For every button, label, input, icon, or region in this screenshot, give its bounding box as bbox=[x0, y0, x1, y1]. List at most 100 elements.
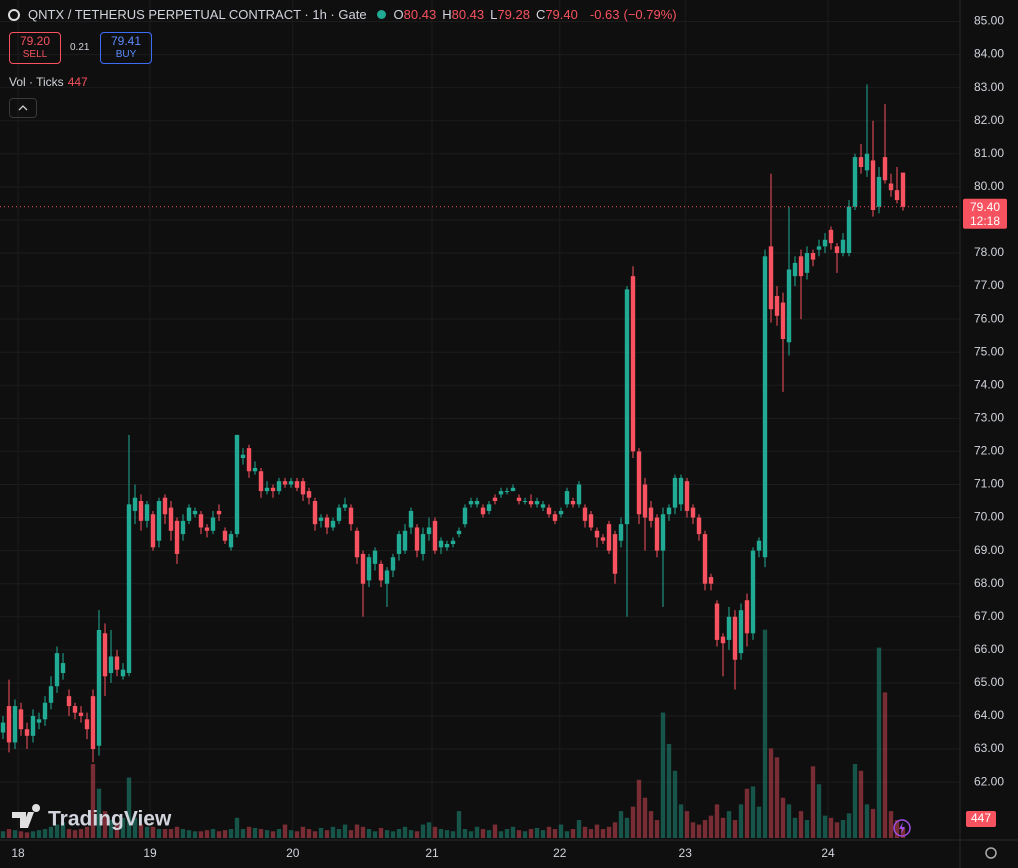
volume-bar bbox=[594, 824, 600, 838]
sell-button[interactable]: 79.20 SELL bbox=[9, 32, 61, 64]
volume-bar bbox=[546, 826, 552, 838]
x-tick-label: 23 bbox=[679, 846, 693, 860]
volume-bar bbox=[786, 804, 792, 838]
candle-body bbox=[738, 610, 744, 654]
candle-body bbox=[666, 507, 672, 515]
ohlc-key: O bbox=[393, 7, 404, 22]
volume-value: 447 bbox=[67, 75, 88, 89]
volume-bar bbox=[642, 797, 648, 838]
volume-bar bbox=[888, 811, 894, 838]
x-tick-label: 18 bbox=[11, 846, 25, 860]
volume-bar bbox=[822, 815, 828, 838]
volume-bar bbox=[216, 831, 222, 838]
volume-bar bbox=[36, 830, 42, 838]
candle-body bbox=[492, 497, 498, 502]
volume-bar bbox=[834, 822, 840, 838]
volume-bar bbox=[330, 826, 336, 838]
y-tick-label: 81.00 bbox=[974, 146, 1004, 160]
candle-body bbox=[690, 507, 696, 518]
volume-bar bbox=[228, 829, 234, 838]
collapse-button[interactable] bbox=[9, 98, 37, 118]
y-tick-label: 67.00 bbox=[974, 609, 1004, 623]
volume-bar bbox=[276, 829, 282, 838]
candle-body bbox=[516, 497, 522, 502]
candle-body bbox=[348, 507, 354, 525]
volume-bar bbox=[24, 832, 30, 838]
candle-body bbox=[846, 206, 852, 253]
candle-body bbox=[864, 153, 870, 171]
candle-body bbox=[684, 481, 690, 511]
volume-bar bbox=[750, 786, 756, 838]
candle-body bbox=[360, 553, 366, 584]
candle-body bbox=[858, 157, 864, 168]
volume-bar bbox=[900, 827, 906, 838]
volume-bar bbox=[612, 822, 618, 838]
candle-body bbox=[480, 507, 486, 515]
candle-body bbox=[594, 530, 600, 538]
candle-body bbox=[600, 537, 606, 541]
volume-bar bbox=[204, 830, 210, 838]
candle-body bbox=[774, 295, 780, 316]
grid bbox=[0, 0, 960, 840]
y-tick-label: 75.00 bbox=[974, 344, 1004, 358]
alert-icon[interactable] bbox=[893, 819, 911, 837]
volume-last-label: 447 bbox=[971, 811, 991, 825]
candle-body bbox=[558, 510, 564, 515]
y-tick-label: 68.00 bbox=[974, 576, 1004, 590]
candle-body bbox=[222, 530, 228, 541]
chevron bbox=[18, 105, 28, 111]
volume-bar bbox=[144, 826, 150, 838]
ohlc-value: 79.40 bbox=[545, 7, 578, 22]
candle-body bbox=[510, 487, 516, 492]
candle-body bbox=[384, 570, 390, 584]
candle-body bbox=[18, 709, 24, 730]
volume-bar bbox=[384, 830, 390, 838]
volume-bar bbox=[252, 827, 258, 838]
candle-body bbox=[882, 157, 888, 181]
candle-body bbox=[504, 491, 510, 493]
candle-body bbox=[708, 577, 714, 584]
volume-bar bbox=[588, 829, 594, 838]
candle-body bbox=[462, 507, 468, 525]
candle-body bbox=[324, 517, 330, 528]
symbol-icon bbox=[8, 8, 20, 21]
alert-bolt bbox=[899, 822, 905, 834]
candle-body bbox=[288, 481, 294, 485]
candle-body bbox=[678, 477, 684, 505]
volume-bar bbox=[18, 831, 24, 838]
x-tick-label: 20 bbox=[286, 846, 300, 860]
volume-bar bbox=[54, 824, 60, 838]
volume-bar bbox=[504, 829, 510, 838]
volume-bar bbox=[174, 826, 180, 838]
volume-bar bbox=[444, 830, 450, 838]
candle-body bbox=[834, 246, 840, 253]
candle-body bbox=[252, 467, 258, 472]
volume-bar bbox=[660, 712, 666, 838]
volume-bar bbox=[630, 806, 636, 838]
candle-body bbox=[366, 557, 372, 581]
y-tick-label: 76.00 bbox=[974, 311, 1004, 325]
candle-body bbox=[732, 616, 738, 660]
buy-button[interactable]: 79.41 BUY bbox=[100, 32, 152, 64]
buy-price: 79.41 bbox=[110, 34, 142, 48]
x-tick-label: 24 bbox=[821, 846, 835, 860]
candle-body bbox=[780, 302, 786, 339]
candle-body bbox=[900, 172, 906, 207]
candle-body bbox=[798, 256, 804, 277]
candle-body bbox=[438, 540, 444, 548]
candle-body bbox=[234, 434, 240, 535]
candle-body bbox=[894, 190, 900, 201]
volume-bar bbox=[534, 827, 540, 838]
candle-body bbox=[654, 517, 660, 551]
volume-bar bbox=[198, 831, 204, 838]
volume-bar bbox=[666, 743, 672, 838]
candles bbox=[0, 84, 906, 763]
settings-icon[interactable] bbox=[985, 847, 997, 859]
volume-bar bbox=[186, 830, 192, 838]
volume-bar bbox=[396, 829, 402, 838]
last-price-label: 79.40 bbox=[970, 200, 1000, 214]
candle-body bbox=[564, 491, 570, 505]
x-tick-label: 19 bbox=[143, 846, 157, 860]
volume-bar bbox=[420, 824, 426, 838]
